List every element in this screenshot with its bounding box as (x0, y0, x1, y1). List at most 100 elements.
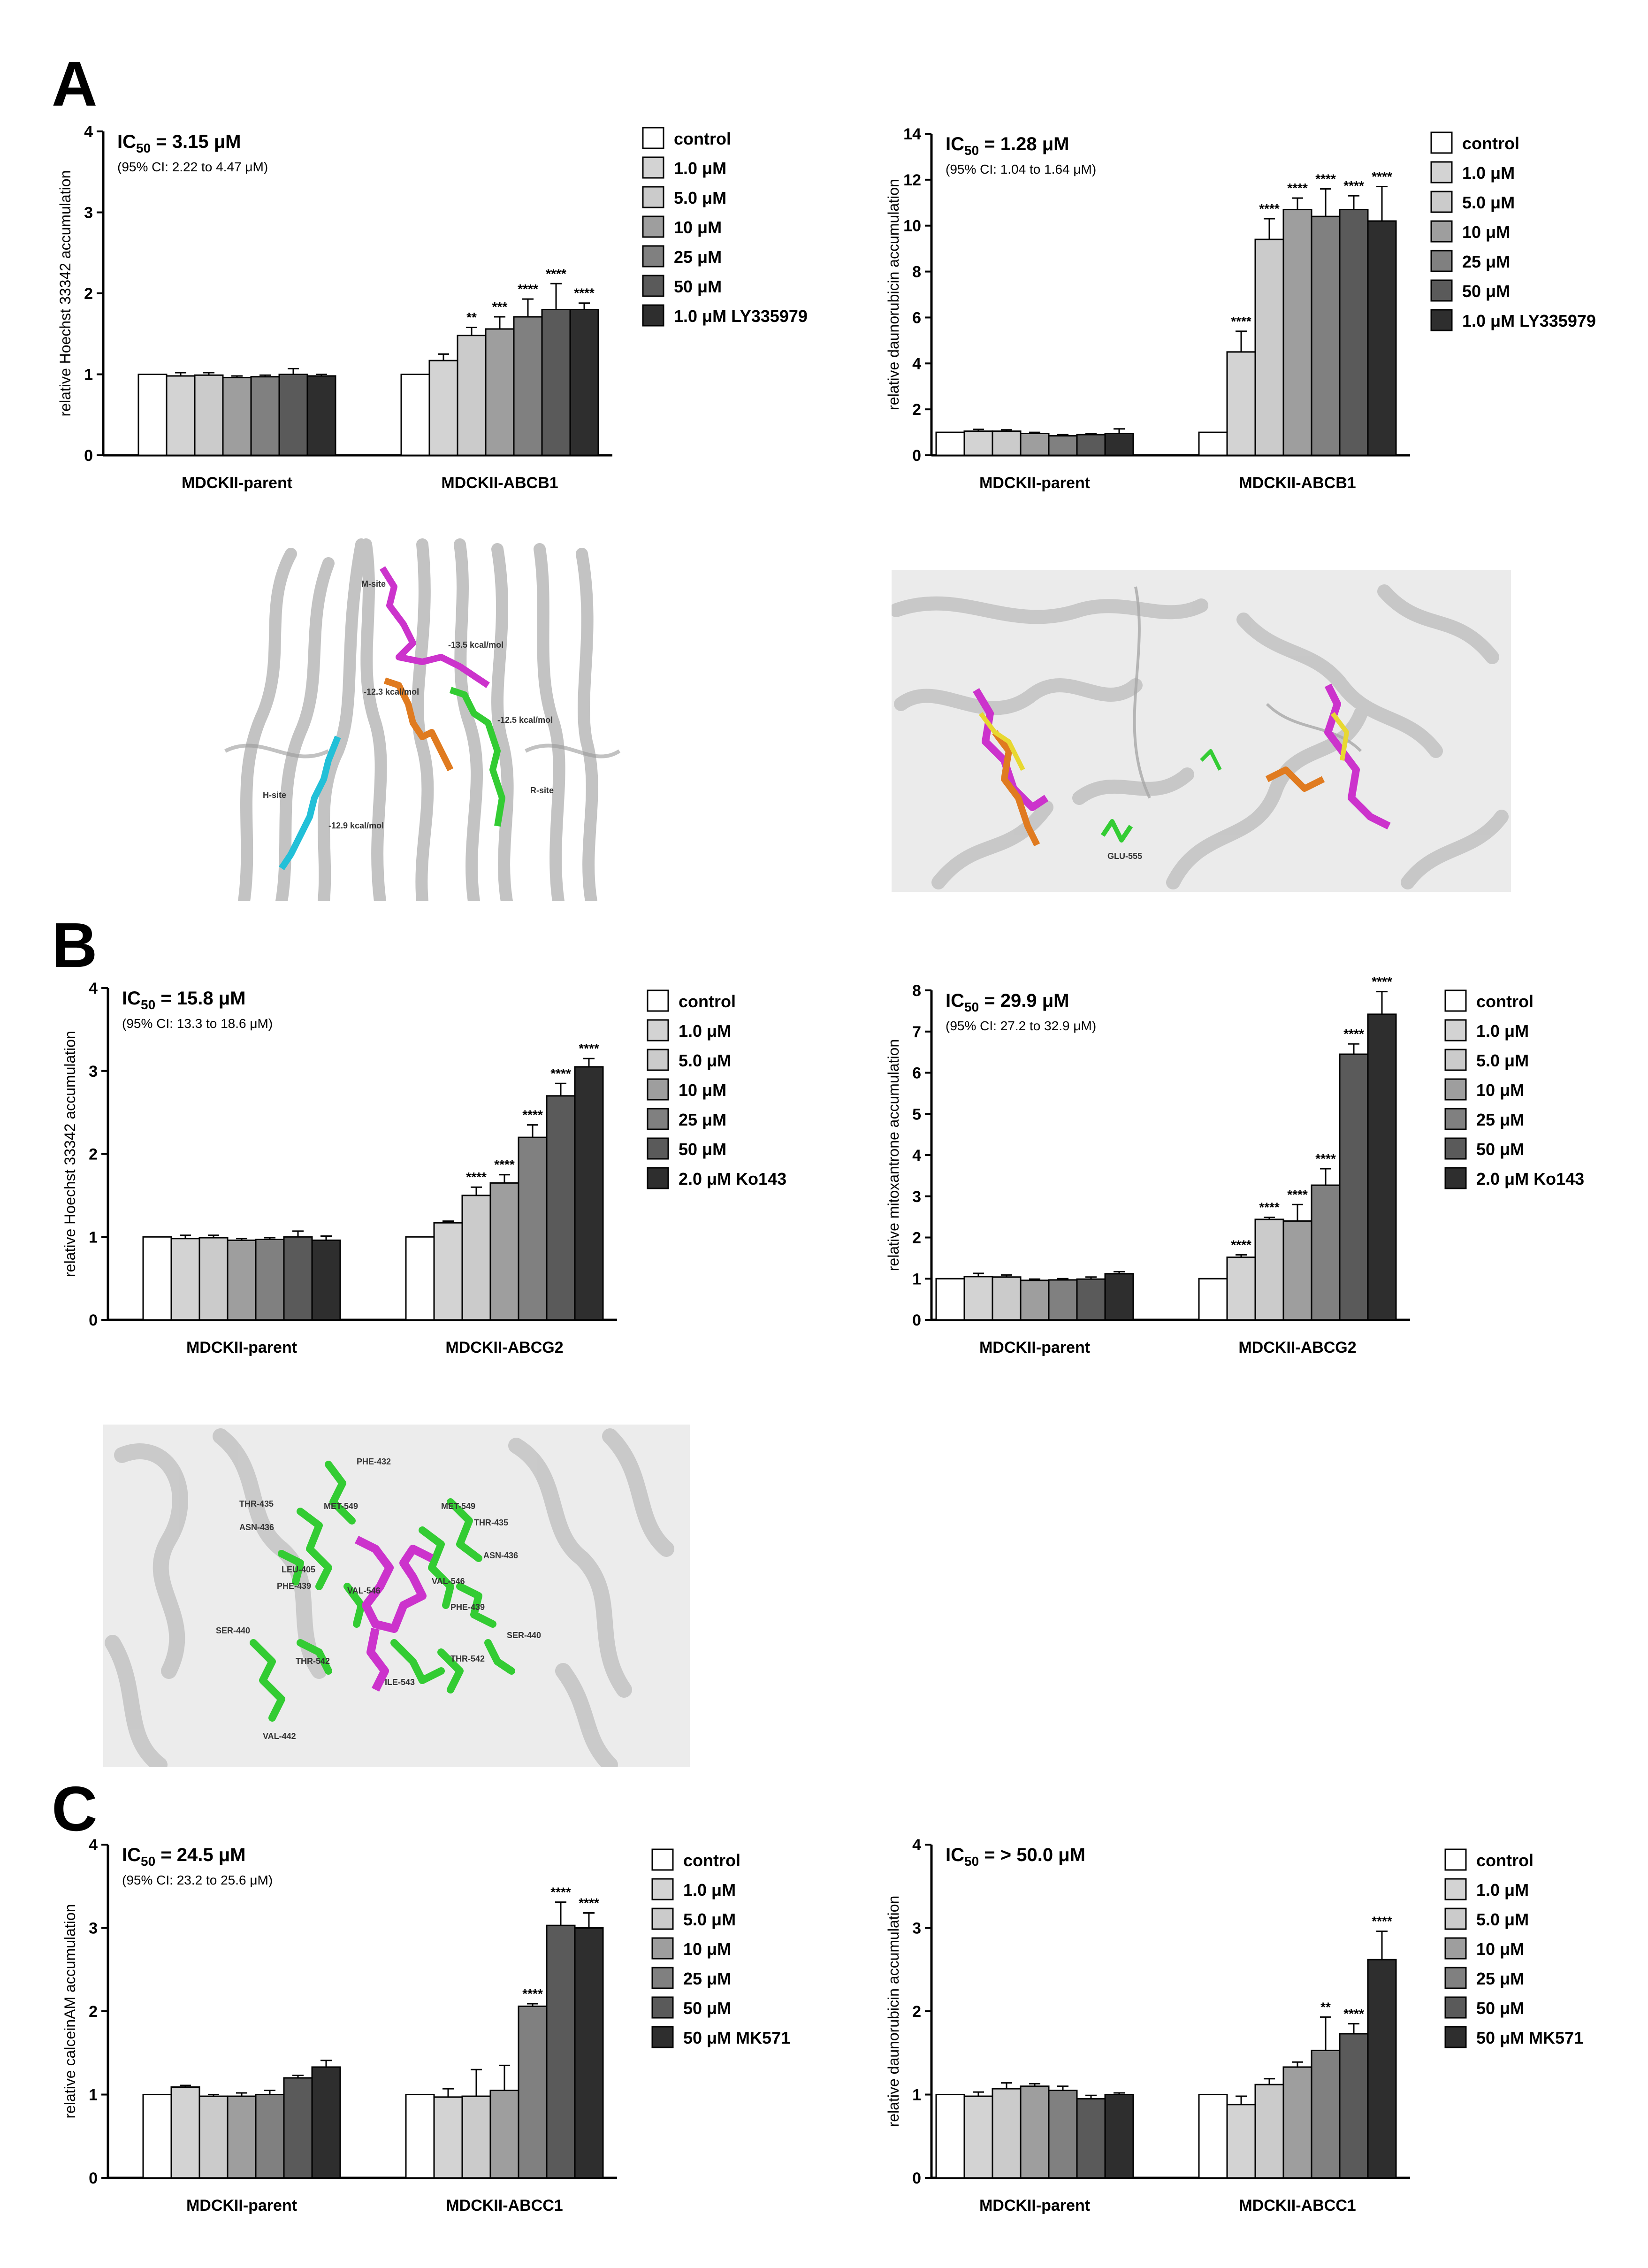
y-axis-label: relative daunorubicin accumulation (885, 1896, 902, 2127)
y-tick-label: 2 (912, 2003, 921, 2021)
significance-label: **** (1231, 1237, 1251, 1252)
y-tick-label: 2 (84, 285, 93, 303)
bar (1020, 2085, 1050, 2179)
legend-swatch (647, 1137, 669, 1160)
bar (1367, 1959, 1397, 2179)
y-tick-label: 6 (912, 309, 921, 327)
label-h-site: H-site (263, 790, 286, 800)
chart-a-right: 0 2 4 6 8 10 12 14 relative daunorubicin accumul… (885, 125, 1596, 492)
bar (227, 1239, 257, 1321)
y-tick-label: 0 (912, 2169, 921, 2187)
legend-label: 10 μM (1462, 222, 1510, 242)
category-label: MDCKII-parent (979, 1339, 1090, 1356)
legend-swatch (1444, 1908, 1467, 1930)
res-ser-440-a: SER-440 (216, 1626, 250, 1635)
bar (461, 2095, 491, 2179)
legend-swatch (651, 1908, 674, 1930)
res-phe-439-a: PHE-439 (277, 1581, 311, 1591)
legend-label: 10 μM (679, 1080, 726, 1100)
bar (1367, 220, 1397, 456)
significance-label: **** (550, 1066, 571, 1080)
significance-label: **** (1343, 178, 1364, 193)
legend-label: 25 μM (1476, 1110, 1524, 1129)
significance-label: **** (546, 266, 566, 281)
docking-image-abcb1-top: GLU-555 (892, 570, 1511, 892)
y-tick-label: 4 (912, 1147, 921, 1165)
legend-swatch (1444, 2026, 1467, 2048)
significance-label: **** (1259, 1200, 1280, 1215)
bar (574, 1927, 604, 2179)
ci-label: (95% CI: 1.04 to 1.64 μM) (946, 162, 1096, 176)
bar (1104, 1273, 1134, 1321)
panel-label-c: C (52, 1773, 98, 1844)
legend-label: 50 μM (674, 277, 722, 296)
res-phe-432: PHE-432 (357, 1457, 391, 1466)
bar (170, 1238, 200, 1321)
bar (1339, 208, 1369, 456)
legend-label: control (674, 129, 731, 148)
legend-swatch (651, 1878, 674, 1900)
y-tick-label: 12 (903, 171, 921, 189)
ic50-label: IC50 = 3.15 μM (117, 131, 241, 155)
bar (1226, 2104, 1256, 2179)
category-label: MDCKII-ABCG2 (445, 1339, 563, 1356)
legend-swatch (642, 304, 664, 327)
legend-swatch (1444, 1937, 1467, 1960)
bar (311, 2066, 341, 2179)
legend-swatch (1430, 191, 1453, 213)
legend-label: 10 μM (674, 218, 722, 237)
bar (1076, 1278, 1106, 1321)
bar (485, 328, 515, 456)
category-label: MDCKII-parent (979, 474, 1090, 492)
bar (142, 2094, 172, 2179)
bar (1254, 1218, 1284, 1321)
category-label: MDCKII-parent (186, 1339, 297, 1356)
legend-swatch (1444, 1078, 1467, 1101)
label-r-site: R-site (530, 786, 554, 795)
label-energy-orange: -12.3 kcal/mol (364, 687, 419, 697)
legend-swatch (651, 1996, 674, 2019)
y-tick-label: 1 (84, 366, 93, 384)
legend-label: 1.0 μM (1476, 1880, 1529, 1900)
bar (1048, 2090, 1078, 2179)
legend-label: 1.0 μM (683, 1880, 736, 1900)
y-axis-label: relative calceinAM accumulation (61, 1904, 78, 2118)
legend-label: 1.0 μM LY335979 (1462, 311, 1596, 330)
bar (283, 2077, 313, 2179)
legend-swatch (1444, 1967, 1467, 1989)
legend-swatch (642, 127, 664, 149)
bar (1311, 2049, 1341, 2179)
y-tick-label: 0 (912, 447, 921, 465)
res-thr-435-b: THR-435 (474, 1518, 508, 1527)
bar (1076, 434, 1106, 456)
res-met-549-a: MET-549 (324, 1502, 358, 1511)
res-thr-542-a: THR-542 (296, 1656, 330, 1666)
legend-swatch (642, 156, 664, 179)
legend-label: control (679, 992, 736, 1011)
bar (518, 1136, 548, 1321)
significance-label: **** (1287, 181, 1308, 195)
legend-swatch (642, 275, 664, 297)
bar (311, 1239, 341, 1321)
legend-label: 50 μM (679, 1140, 726, 1159)
bar (1282, 208, 1312, 456)
bar (433, 2096, 463, 2179)
legend-swatch (642, 215, 664, 238)
ic50-label: IC50 = > 50.0 μM (946, 1845, 1085, 1869)
bar (992, 1276, 1022, 1321)
legend-label: 5.0 μM (1462, 193, 1515, 212)
bar (1226, 1257, 1256, 1321)
legend-swatch (1444, 1019, 1467, 1042)
res-asn-436-a: ASN-436 (239, 1523, 274, 1532)
bar (142, 1236, 172, 1321)
legend-label: 1.0 μM LY335979 (674, 306, 808, 326)
y-tick-label: 4 (912, 1836, 921, 1854)
bar (1282, 1220, 1312, 1321)
legend-swatch (1444, 1049, 1467, 1071)
y-tick-label: 1 (89, 1228, 98, 1246)
significance-label: ** (1320, 2000, 1331, 2014)
significance-label: **** (494, 1157, 515, 1172)
significance-label: **** (1259, 201, 1280, 216)
legend-label: control (1476, 1851, 1534, 1870)
bar (166, 375, 196, 456)
